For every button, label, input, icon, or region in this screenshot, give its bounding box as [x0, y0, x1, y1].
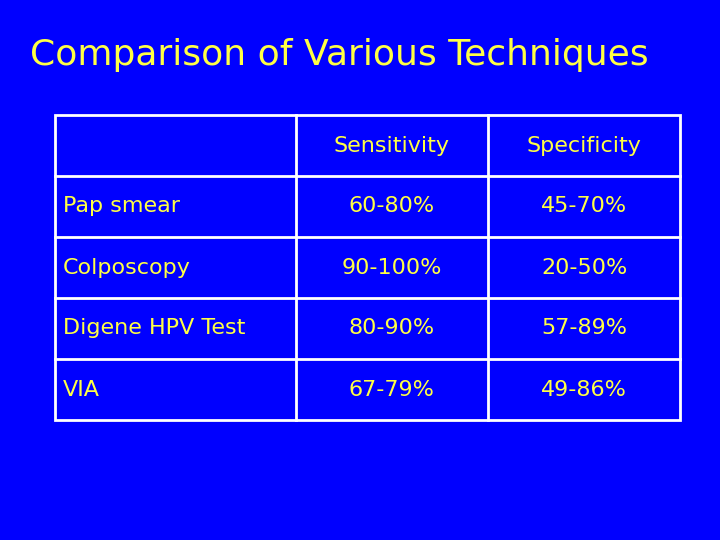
Text: 45-70%: 45-70%	[541, 197, 627, 217]
Text: 20-50%: 20-50%	[541, 258, 627, 278]
Bar	[55, 115, 680, 420]
Text: Pap smear: Pap smear	[63, 197, 180, 217]
Text: 67-79%: 67-79%	[349, 380, 435, 400]
Text: Colposcopy: Colposcopy	[63, 258, 191, 278]
Text: 57-89%: 57-89%	[541, 319, 627, 339]
Text: VIA: VIA	[63, 380, 100, 400]
Text: 80-90%: 80-90%	[348, 319, 435, 339]
Text: Sensitivity: Sensitivity	[334, 136, 450, 156]
Text: 60-80%: 60-80%	[348, 197, 435, 217]
Text: Comparison of Various Techniques: Comparison of Various Techniques	[30, 38, 649, 72]
Text: Specificity: Specificity	[526, 136, 642, 156]
Text: Digene HPV Test: Digene HPV Test	[63, 319, 246, 339]
Text: 90-100%: 90-100%	[342, 258, 442, 278]
Text: 49-86%: 49-86%	[541, 380, 627, 400]
